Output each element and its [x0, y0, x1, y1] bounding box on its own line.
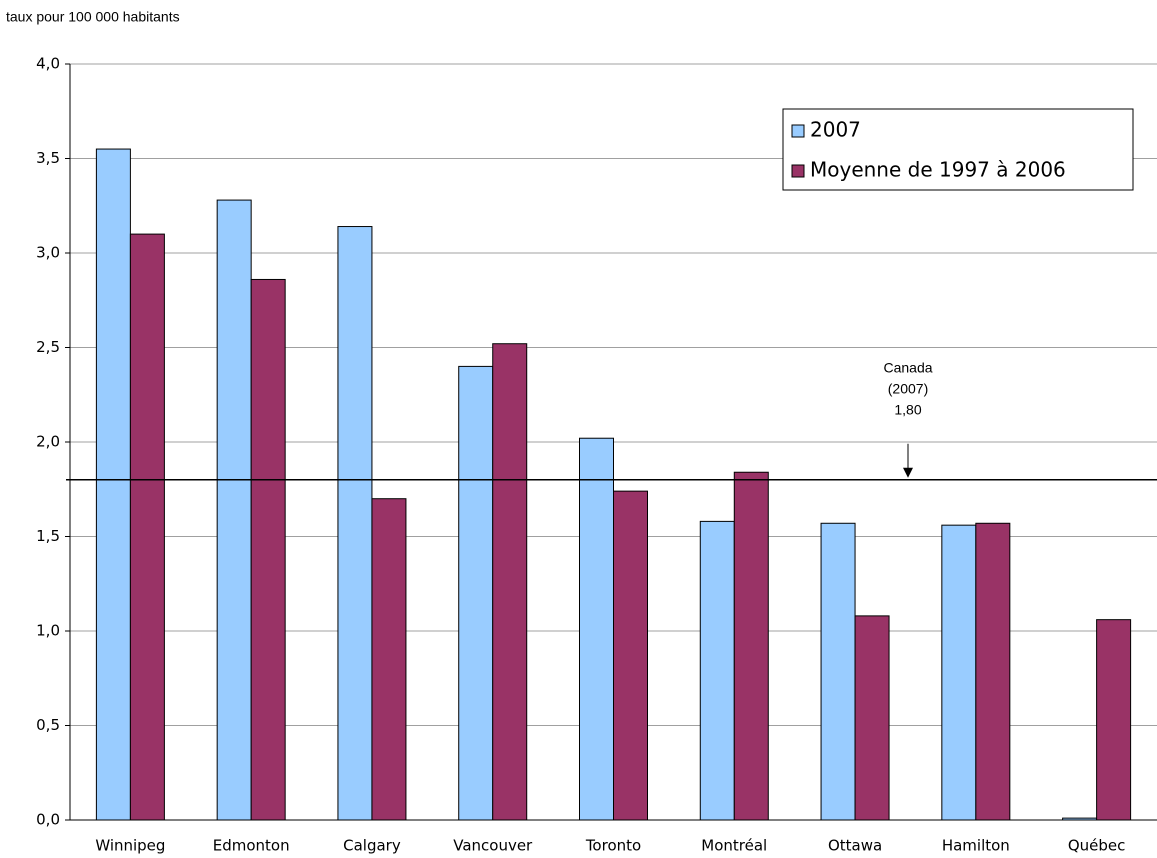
bar [129, 233, 165, 821]
y-tick-label: 4,0 [36, 55, 60, 73]
bar [95, 148, 131, 821]
bar [250, 278, 286, 821]
y-tick-label: 2,5 [36, 338, 60, 356]
x-tick-label: Hamilton [942, 837, 1010, 855]
y-tick-label: 0,5 [36, 716, 60, 734]
bar [820, 522, 856, 821]
legend-swatch [791, 124, 805, 138]
y-tick-label: 2,0 [36, 433, 60, 451]
legend-box [782, 108, 1134, 191]
reference-arrowhead [903, 467, 913, 478]
bar [337, 226, 373, 821]
bar [613, 490, 648, 821]
y-axis-label: taux pour 100 000 habitants [6, 9, 180, 25]
x-tick-label: Toronto [585, 837, 641, 855]
y-tick-label: 3,5 [36, 149, 60, 167]
y-tick-label: 1,0 [36, 622, 60, 640]
bar [458, 365, 494, 821]
x-tick-label: Ottawa [828, 837, 882, 855]
legend-swatch [791, 164, 805, 178]
x-tick-label: Québec [1068, 837, 1126, 855]
x-tick-label: Calgary [343, 837, 401, 855]
bar [216, 199, 252, 821]
reference-label: (2007) [888, 381, 928, 397]
x-tick-label: Montréal [701, 837, 767, 855]
bar [492, 343, 528, 821]
x-tick-label: Vancouver [453, 837, 533, 855]
y-tick-label: 3,0 [36, 244, 60, 262]
bar [699, 520, 735, 821]
reference-label: 1,80 [894, 402, 921, 418]
reference-label: Canada [883, 360, 932, 376]
legend-label: 2007 [810, 118, 861, 142]
x-tick-label: Edmonton [213, 837, 290, 855]
bar [1096, 619, 1132, 821]
y-tick-label: 0,0 [36, 811, 60, 829]
bar [733, 471, 769, 821]
bar [941, 524, 977, 821]
bar [579, 437, 614, 821]
y-tick-label: 1,5 [36, 527, 60, 545]
bar [975, 522, 1011, 821]
bar [371, 498, 407, 821]
legend-label: Moyenne de 1997 à 2006 [810, 158, 1066, 182]
bar [854, 615, 890, 821]
x-tick-label: Winnipeg [95, 837, 165, 855]
